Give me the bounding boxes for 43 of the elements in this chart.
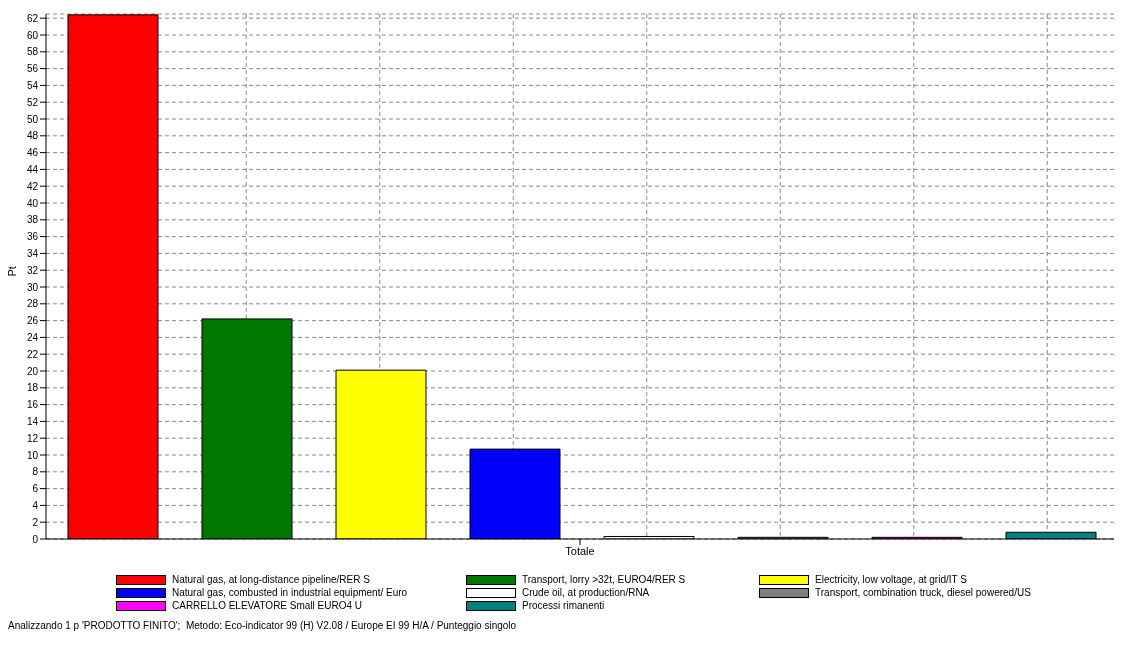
y-tick-label: 48 bbox=[26, 130, 39, 142]
y-tick-label: 28 bbox=[26, 298, 39, 310]
y-tick-label: 18 bbox=[26, 382, 39, 394]
y-tick-label: 34 bbox=[26, 247, 39, 259]
y-tick-label: 26 bbox=[26, 315, 39, 327]
y-tick-label: 60 bbox=[26, 29, 39, 41]
y-tick-label: 52 bbox=[26, 96, 39, 108]
y-tick-label: 22 bbox=[26, 348, 39, 360]
y-tick-label: 32 bbox=[26, 264, 39, 276]
text: Analizzando 1 p 'PRODOTTO FINITO'; Metodo: Eco-indicator 99 (H) V2.08 / Europe EI 99 H/A / Punteggio singolo bbox=[8, 620, 518, 631]
y-tick-label: 0 bbox=[32, 533, 39, 545]
y-tick-label: 8 bbox=[32, 466, 39, 478]
legend-label: Transport, combination truck, diesel powered/US bbox=[815, 587, 1031, 598]
legend-label: Crude oil, at production/RNA bbox=[522, 587, 650, 598]
y-tick-label: 54 bbox=[26, 79, 39, 91]
y-tick-label: 10 bbox=[26, 449, 39, 461]
y-tick-label: 20 bbox=[26, 365, 39, 377]
legend-label: Natural gas, combusted in industrial equipment/ Euro bbox=[172, 587, 408, 598]
y-tick-label: 38 bbox=[26, 214, 39, 226]
legend-label: Electricity, low voltage, at grid/IT S bbox=[815, 574, 967, 585]
legend-label: CARRELLO ELEVATORE Small EURO4 U bbox=[172, 600, 363, 611]
y-tick-label: 58 bbox=[26, 46, 39, 58]
x-tick-label: Totale bbox=[565, 544, 595, 557]
y-tick-label: 30 bbox=[26, 281, 39, 293]
y-tick-label: 62 bbox=[26, 12, 39, 24]
y-tick-label: 24 bbox=[26, 331, 39, 343]
y-tick-label: 14 bbox=[26, 415, 39, 427]
legend-label: Processi rimanenti bbox=[522, 600, 605, 611]
y-tick-label: 16 bbox=[26, 399, 39, 411]
legend-label: Transport, lorry >32t, EURO4/RER S bbox=[522, 574, 686, 585]
y-tick-label: 42 bbox=[26, 180, 39, 192]
y-tick-label: 50 bbox=[26, 113, 39, 125]
y-tick-label: 2 bbox=[32, 516, 39, 528]
y-tick-label: 44 bbox=[26, 163, 39, 175]
legend-label: Natural gas, at long-distance pipeline/RER S bbox=[172, 574, 370, 585]
y-axis-title: Pt bbox=[5, 266, 18, 277]
y-tick-label: 12 bbox=[26, 432, 39, 444]
y-tick-label: 6 bbox=[32, 483, 39, 495]
y-tick-label: 56 bbox=[26, 63, 39, 75]
y-tick-label: 4 bbox=[32, 499, 39, 511]
y-tick-label: 40 bbox=[26, 197, 39, 209]
y-tick-label: 46 bbox=[26, 147, 39, 159]
y-tick-label: 36 bbox=[26, 231, 39, 243]
